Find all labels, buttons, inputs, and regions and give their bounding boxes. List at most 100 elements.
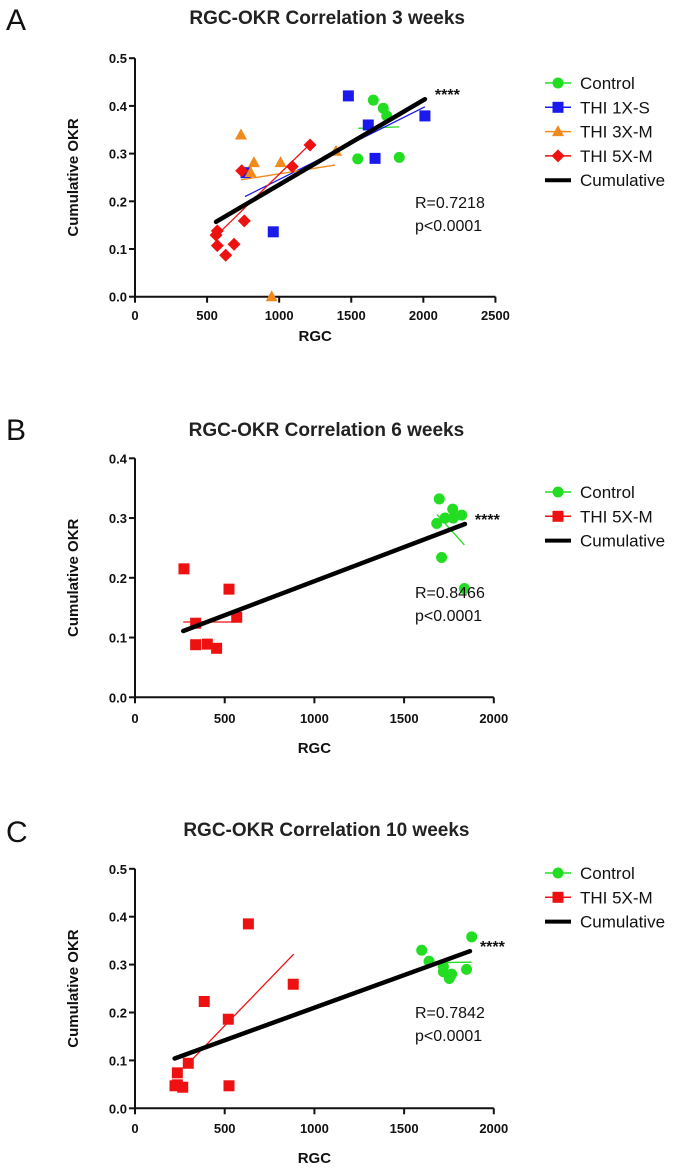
y-tick-label: 0.4 bbox=[109, 99, 128, 114]
y-tick-label: 0.4 bbox=[109, 451, 128, 466]
legend-marker bbox=[552, 891, 564, 903]
data-point bbox=[419, 110, 431, 122]
series-fit-line bbox=[240, 164, 336, 181]
data-point bbox=[362, 119, 374, 131]
data-point bbox=[352, 153, 364, 165]
y-tick-label: 0.5 bbox=[109, 862, 127, 877]
panel-c: C RGC-OKR Correlation 10 weeks 0 500 1000 150… bbox=[6, 816, 665, 1167]
series-thi-3x-m bbox=[234, 128, 342, 302]
y-tick-label: 0.1 bbox=[109, 631, 127, 646]
y-tick-label: 0.0 bbox=[109, 290, 127, 305]
x-tick-label: 500 bbox=[214, 711, 236, 726]
y-tick-label: 0.3 bbox=[109, 958, 127, 973]
x-tick-label: 2000 bbox=[479, 711, 508, 726]
y-tick-label: 0.5 bbox=[109, 51, 127, 66]
x-tick-label: 2500 bbox=[481, 308, 510, 323]
series-thi-5x-m bbox=[178, 563, 243, 654]
data-point bbox=[198, 995, 210, 1007]
x-tick-label: 500 bbox=[196, 308, 218, 323]
data-point bbox=[190, 617, 202, 629]
data-point bbox=[171, 1067, 183, 1079]
data-point bbox=[171, 1079, 183, 1091]
panel-label: B bbox=[6, 414, 26, 447]
panel-label: A bbox=[6, 4, 26, 37]
legend-marker bbox=[552, 125, 564, 137]
series-thi-5x-m bbox=[209, 138, 317, 262]
series-control bbox=[431, 493, 470, 595]
data-point bbox=[267, 226, 279, 238]
data-point bbox=[223, 583, 235, 595]
data-point bbox=[231, 611, 243, 623]
data-point bbox=[458, 583, 470, 595]
legend-label: THI 3X-M bbox=[580, 123, 653, 142]
data-point bbox=[369, 152, 381, 164]
legend-marker bbox=[552, 867, 564, 879]
data-point bbox=[235, 164, 249, 178]
legend-marker bbox=[551, 149, 565, 163]
cumulative-fit-line bbox=[213, 96, 428, 225]
y-tick-label: 0.2 bbox=[109, 194, 127, 209]
data-point bbox=[447, 503, 459, 515]
cumulative-fit-line bbox=[172, 948, 473, 1061]
data-point bbox=[416, 944, 428, 956]
data-point bbox=[303, 138, 317, 152]
chart-title: RGC-OKR Correlation 3 weeks bbox=[189, 8, 465, 29]
data-point bbox=[456, 509, 468, 521]
data-point bbox=[211, 642, 223, 654]
legend-marker bbox=[552, 77, 564, 89]
data-point bbox=[436, 551, 448, 563]
y-axis-label: Cumulative OKR bbox=[65, 929, 82, 1048]
data-point bbox=[287, 978, 299, 990]
y-tick-label: 0.2 bbox=[109, 1006, 127, 1021]
legend-marker bbox=[552, 486, 564, 498]
p-value: p<0.0001 bbox=[415, 218, 482, 235]
data-point bbox=[242, 918, 254, 930]
x-tick-label: 0 bbox=[131, 711, 138, 726]
panel-b: B RGC-OKR Correlation 6 weeks 0 500 1000 1500… bbox=[6, 414, 665, 757]
data-point bbox=[190, 639, 202, 651]
chart-title: RGC-OKR Correlation 6 weeks bbox=[189, 420, 465, 441]
x-tick-label: 500 bbox=[214, 1121, 236, 1136]
x-tick-label: 1000 bbox=[300, 711, 329, 726]
legend-label: THI 5X-M bbox=[580, 507, 653, 526]
series-thi-5x-m bbox=[169, 918, 299, 1093]
legend-label: Cumulative bbox=[580, 532, 665, 551]
y-tick-label: 0.4 bbox=[109, 910, 128, 925]
x-tick-label: 1000 bbox=[265, 308, 294, 323]
panel-label: C bbox=[6, 816, 28, 849]
x-axis-label: RGC bbox=[298, 740, 332, 757]
data-point bbox=[431, 517, 443, 529]
x-tick-label: 1500 bbox=[337, 308, 366, 323]
data-point bbox=[219, 248, 233, 262]
p-value: p<0.0001 bbox=[415, 1028, 482, 1045]
data-point bbox=[178, 563, 190, 575]
data-point bbox=[367, 94, 379, 106]
legend-label: THI 1X-S bbox=[580, 98, 650, 117]
data-point bbox=[222, 1013, 234, 1025]
legend-label: Cumulative bbox=[580, 913, 665, 932]
data-point bbox=[244, 166, 257, 178]
y-tick-label: 0.3 bbox=[109, 147, 127, 162]
data-point bbox=[461, 963, 473, 975]
legend-label: THI 5X-M bbox=[580, 147, 653, 166]
legend-label: Control bbox=[580, 483, 635, 502]
data-point bbox=[234, 128, 247, 140]
data-point bbox=[274, 156, 287, 168]
data-point bbox=[443, 972, 455, 984]
x-tick-label: 1500 bbox=[390, 1121, 419, 1136]
x-tick-label: 1500 bbox=[390, 711, 419, 726]
legend-label: THI 5X-M bbox=[580, 888, 653, 907]
legend-label: Cumulative bbox=[580, 171, 665, 190]
y-tick-label: 0.0 bbox=[109, 1101, 127, 1116]
data-point bbox=[265, 290, 278, 302]
x-tick-label: 0 bbox=[131, 1121, 138, 1136]
cumulative-fit-line bbox=[181, 521, 468, 634]
x-axis-label: RGC bbox=[299, 328, 333, 345]
y-tick-label: 0.1 bbox=[109, 1053, 127, 1068]
data-point bbox=[285, 159, 299, 173]
legend-marker bbox=[552, 101, 564, 113]
r-value: R=0.7842 bbox=[415, 1005, 485, 1022]
y-axis-label: Cumulative OKR bbox=[65, 518, 82, 637]
p-value: p<0.0001 bbox=[415, 608, 482, 625]
